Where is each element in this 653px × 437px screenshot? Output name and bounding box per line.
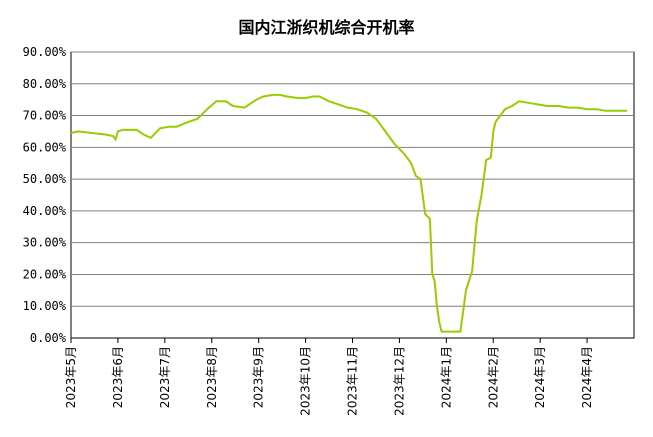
y-tick-label: 90.00% (23, 45, 67, 59)
x-tick-label: 2023年5月 (64, 346, 78, 408)
chart-title: 国内江浙织机综合开机率 (238, 18, 415, 37)
x-tick-label: 2024年2月 (486, 346, 500, 408)
x-tick-label: 2023年10月 (299, 346, 313, 416)
y-tick-label: 10.00% (23, 299, 67, 313)
x-tick-label: 2023年8月 (205, 346, 219, 408)
series-line (70, 93, 627, 333)
x-tick-label: 2023年12月 (392, 346, 406, 416)
grid-lines (71, 51, 634, 307)
plot-area (70, 51, 635, 339)
x-tick-label: 2023年6月 (111, 346, 125, 408)
y-tick-label: 0.00% (30, 331, 67, 345)
y-tick-label: 60.00% (23, 140, 67, 154)
y-tick-label: 80.00% (23, 77, 67, 91)
y-tick-label: 40.00% (23, 204, 67, 218)
x-tick-label: 2023年11月 (346, 346, 360, 416)
x-tick-label: 2023年7月 (158, 346, 172, 408)
x-tick-label: 2023年9月 (252, 346, 266, 408)
x-axis-ticks: 2023年5月 2023年6月 2023年7月 2023年8月 2023年9月 2023年… (64, 338, 594, 416)
y-tick-label: 20.00% (23, 267, 67, 281)
y-tick-label: 30.00% (23, 236, 67, 250)
x-tick-label: 2024年3月 (533, 346, 547, 408)
y-axis-ticks: 0.00% 10.00% 20.00% 30.00% 40.00% 50.00% 60.00… (23, 45, 67, 345)
x-tick-label: 2024年4月 (580, 346, 594, 408)
y-tick-label: 50.00% (23, 172, 67, 186)
y-tick-label: 70.00% (23, 109, 67, 123)
x-tick-label: 2024年1月 (439, 346, 453, 408)
